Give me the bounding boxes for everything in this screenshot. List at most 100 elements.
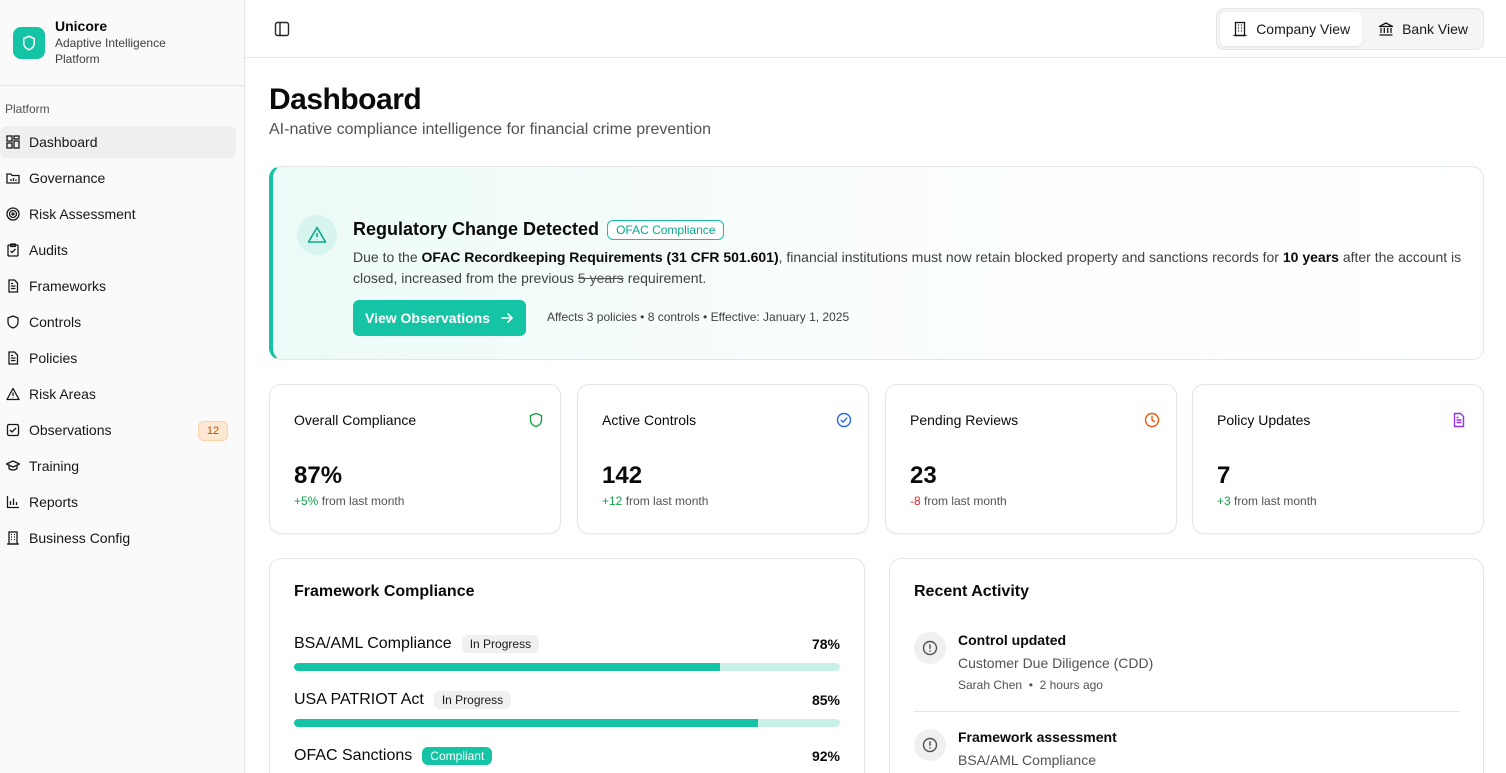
sidebar-item-label: Risk Assessment — [29, 206, 136, 222]
view-observations-button[interactable]: View Observations — [353, 300, 527, 336]
shield-icon — [23, 35, 35, 51]
progress-fill — [294, 719, 759, 727]
framework-name: OFAC Sanctions — [294, 747, 413, 764]
sidebar-item-dashboard[interactable]: Dashboard — [0, 126, 236, 158]
stat-value: 142 — [602, 462, 643, 489]
sidebar-item-label: Dashboard — [29, 134, 98, 150]
stat-card-overall-compliance: Overall Compliance 87% +5% from last mon… — [269, 384, 561, 534]
sidebar-item-label: Risk Areas — [29, 386, 96, 402]
stat-value: 23 — [910, 462, 937, 489]
bar-chart-icon — [6, 495, 20, 509]
sidebar-item-label: Governance — [29, 170, 106, 186]
stat-delta: +3 from last month — [1217, 494, 1317, 508]
sidebar-item-label: Audits — [29, 242, 68, 258]
view-observations-label: View Observations — [365, 310, 491, 326]
view-switch: Company View Bank View — [1216, 8, 1484, 50]
stat-delta: +5% from last month — [294, 494, 404, 508]
stat-delta-suffix: from last month — [920, 494, 1007, 508]
sidebar-item-label: Observations — [29, 422, 112, 438]
stat-card-policy-updates: Policy Updates 7 +3 from last month — [1192, 384, 1484, 534]
alert-body-text: , financial institutions must now retain… — [778, 249, 1283, 265]
framework-row[interactable]: BSA/AML Compliance In Progress 78% — [294, 632, 840, 671]
company-view-button[interactable]: Company View — [1220, 12, 1363, 46]
alert-regulation: OFAC Recordkeeping Requirements (31 CFR … — [421, 249, 779, 265]
sidebar-toggle-button[interactable] — [273, 20, 291, 38]
framework-percent: 85% — [811, 692, 840, 708]
alert-title: Regulatory Change Detected — [353, 219, 600, 239]
framework-percent: 92% — [811, 748, 840, 764]
stat-delta: +12 from last month — [602, 494, 708, 508]
brand-subtitle: Adaptive Intelligence Platform — [55, 36, 166, 66]
building-icon — [6, 531, 20, 545]
stat-card-pending-reviews: Pending Reviews 23 -8 from last month — [885, 384, 1177, 534]
progress-fill — [294, 663, 720, 671]
sidebar-item-audits[interactable]: Audits — [0, 234, 236, 266]
sidebar-item-label: Frameworks — [29, 278, 107, 294]
sidebar-item-controls[interactable]: Controls — [0, 306, 236, 338]
stat-label: Policy Updates — [1217, 412, 1311, 428]
arrow-right-icon — [501, 313, 514, 323]
sidebar-item-label: Training — [29, 458, 80, 474]
stat-delta-value: +5% — [294, 494, 319, 508]
recent-activity-card: Recent Activity Control updated Customer… — [889, 558, 1484, 773]
sidebar-toggle-icon — [274, 21, 290, 37]
sidebar-item-training[interactable]: Training — [0, 450, 236, 482]
framework-row[interactable]: OFAC Sanctions Compliant 92% — [294, 744, 840, 773]
activity-time: 2 hours ago — [1039, 678, 1103, 692]
warning-icon — [297, 215, 337, 255]
shield-icon — [529, 412, 543, 428]
clock-icon — [1144, 412, 1160, 428]
stat-delta-value: +12 — [602, 494, 623, 508]
document-icon — [6, 351, 20, 365]
framework-row[interactable]: USA PATRIOT Act In Progress 85% — [294, 688, 840, 727]
activity-item[interactable]: Control updated Customer Due Diligence (… — [914, 632, 1460, 692]
sidebar-item-observations[interactable]: Observations 12 — [0, 414, 236, 446]
activity-item[interactable]: Framework assessment BSA/AML Compliance — [914, 729, 1460, 773]
stat-delta-suffix: from last month — [1230, 494, 1317, 508]
activity-description: BSA/AML Compliance — [958, 752, 1096, 768]
nav-group-label: Platform — [5, 102, 50, 116]
sidebar-item-business-config[interactable]: Business Config — [0, 522, 236, 554]
page-title: Dashboard — [269, 83, 422, 116]
sidebar-item-governance[interactable]: Governance — [0, 162, 236, 194]
sidebar-item-reports[interactable]: Reports — [0, 486, 236, 518]
brand-name: Unicore — [55, 18, 108, 34]
stat-value: 87% — [294, 462, 343, 489]
progress-bar — [294, 719, 840, 727]
brand-logo — [13, 27, 45, 59]
shield-icon — [6, 315, 20, 329]
stat-value: 7 — [1217, 462, 1231, 489]
document-icon — [6, 279, 20, 293]
stat-card-active-controls: Active Controls 142 +12 from last month — [577, 384, 869, 534]
sidebar-item-risk-assessment[interactable]: Risk Assessment — [0, 198, 236, 230]
stat-delta-value: -8 — [910, 494, 921, 508]
framework-name: BSA/AML Compliance — [294, 635, 452, 652]
company-view-label: Company View — [1256, 21, 1351, 37]
activity-meta: Sarah Chen • 2 hours ago — [958, 678, 1103, 692]
alert-badge: OFAC Compliance — [607, 219, 725, 240]
sidebar-item-policies[interactable]: Policies — [0, 342, 236, 374]
checkbox-icon — [6, 423, 20, 437]
sidebar-item-label: Business Config — [29, 530, 131, 546]
alert-body-text: after the account is closed, increased f… — [353, 249, 1462, 286]
regulatory-alert: Regulatory Change Detected OFAC Complian… — [269, 166, 1484, 360]
activity-title: Framework assessment — [958, 729, 1117, 745]
warning-icon — [6, 387, 20, 401]
top-bar: Company View Bank View — [245, 0, 1506, 58]
alert-old-period: 5 years — [577, 270, 624, 286]
sidebar-item-label: Reports — [29, 494, 79, 510]
divider — [914, 711, 1460, 712]
sidebar: Unicore Adaptive Intelligence Platform P… — [0, 0, 245, 773]
building-icon — [1233, 21, 1247, 37]
framework-compliance-card: Framework Compliance BSA/AML Compliance … — [269, 558, 865, 773]
sidebar-item-frameworks[interactable]: Frameworks — [0, 270, 236, 302]
sidebar-item-risk-areas[interactable]: Risk Areas — [0, 378, 236, 410]
card-title: Framework Compliance — [294, 583, 475, 600]
sidebar-item-label: Controls — [29, 314, 82, 330]
status-badge: Compliant — [422, 747, 493, 765]
activity-user: Sarah Chen — [958, 678, 1023, 692]
stat-label: Active Controls — [602, 412, 697, 428]
sidebar-nav: Dashboard Governance Risk Assessment Aud… — [0, 126, 244, 558]
bank-view-button[interactable]: Bank View — [1366, 12, 1480, 46]
brand[interactable]: Unicore Adaptive Intelligence Platform — [13, 18, 195, 67]
